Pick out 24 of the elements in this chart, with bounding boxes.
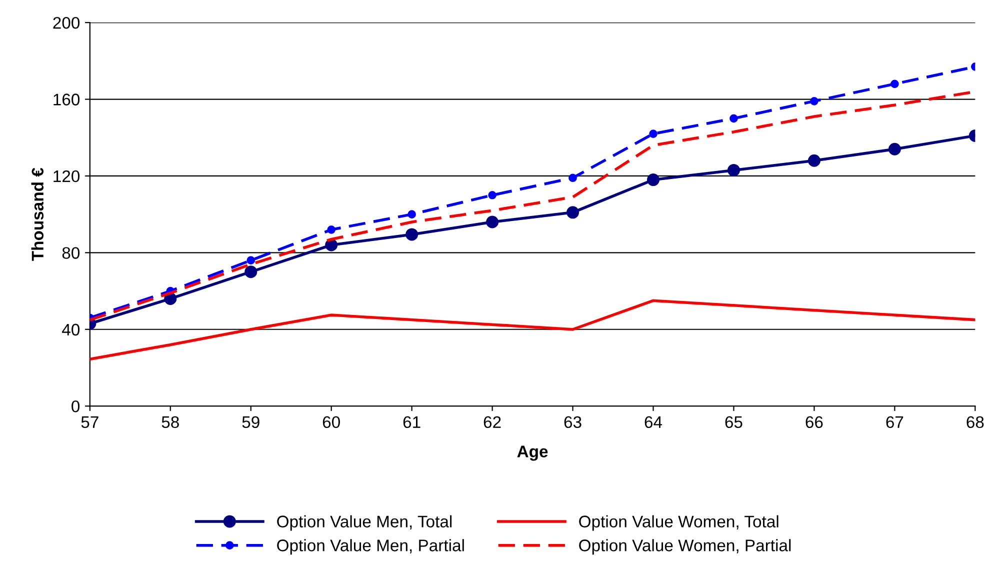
x-tick-label: 60 [322, 416, 340, 428]
x-axis-title: Age [517, 446, 548, 461]
x-tick-label: 63 [564, 416, 582, 428]
legend-label: Option Value Men, Total [277, 515, 452, 531]
y-tick-label: 0 [72, 400, 80, 412]
x-tick-label: 65 [725, 416, 742, 428]
x-tick-label: 59 [242, 416, 260, 428]
y-tick-label: 80 [62, 247, 80, 259]
y-tick-label: 40 [62, 324, 80, 336]
legend-label: Option Value Men, Partial [277, 539, 464, 555]
x-tick-label: 58 [162, 416, 179, 428]
x-tick-label: 67 [886, 416, 904, 428]
x-tick-label: 64 [644, 416, 662, 428]
x-tick-label: 62 [484, 416, 501, 428]
x-tick-label: 68 [966, 416, 984, 428]
x-tick-label: 61 [403, 416, 420, 428]
y-axis-title: Thousand € [31, 168, 44, 261]
y-tick-label: 160 [54, 94, 80, 106]
legend-label: Option Value Women, Total [579, 515, 778, 531]
legend-label: Option Value Women, Partial [579, 539, 791, 555]
y-tick-label: 200 [53, 16, 80, 29]
x-tick-label: 66 [806, 416, 823, 428]
x-tick-label: 57 [81, 416, 98, 428]
y-tick-label: 120 [54, 170, 80, 182]
